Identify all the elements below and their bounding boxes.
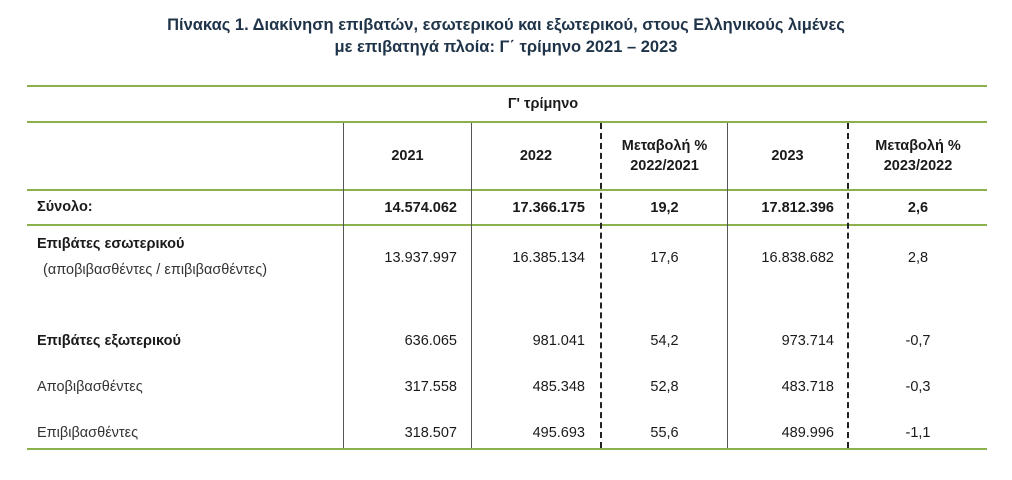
international-change2: -0,7: [905, 333, 931, 349]
disembarked-change2: -0,3: [905, 379, 931, 395]
col-sep-2: [471, 123, 472, 448]
row-label-embarked: Επιβιβασθέντες: [37, 425, 139, 441]
embarked-2021: 318.507: [404, 425, 457, 441]
row-label-total: Σύνολο:: [37, 199, 93, 215]
international-2023: 973.714: [781, 333, 834, 349]
row-label-domestic: Επιβάτες εσωτερικού: [37, 236, 185, 252]
table-bottom-rule: [27, 448, 987, 450]
row-label-disembarked: Αποβιβασθέντες: [37, 379, 143, 395]
embarked-2022: 495.693: [532, 425, 585, 441]
total-row-rule: [27, 224, 987, 226]
col-header-change1-line2: 2022/2021: [630, 158, 699, 174]
group-header-rule: [27, 121, 987, 123]
embarked-change2: -1,1: [905, 425, 931, 441]
embarked-2023: 489.996: [781, 425, 834, 441]
domestic-change2: 2,8: [907, 250, 929, 266]
embarked-change1: 55,6: [650, 425, 679, 441]
col-sep-1: [343, 123, 344, 448]
row-sublabel-domestic: (αποβιβασθέντες / επιβιβασθέντες): [43, 262, 268, 278]
col-sep-5: [847, 123, 849, 448]
total-2022: 17.366.175: [512, 200, 585, 216]
col-header-change1-line1: Μεταβολή %: [621, 138, 708, 154]
total-2023: 17.812.396: [761, 200, 834, 216]
disembarked-2022: 485.348: [532, 379, 585, 395]
domestic-change1: 17,6: [650, 250, 679, 266]
col-header-2023: 2023: [771, 148, 804, 164]
total-2021: 14.574.062: [384, 200, 457, 216]
disembarked-2021: 317.558: [404, 379, 457, 395]
disembarked-2023: 483.718: [781, 379, 834, 395]
domestic-2022: 16.385.134: [512, 250, 585, 266]
col-header-change-2022-2021: Μεταβολή % 2022/2021: [602, 124, 727, 188]
row-label-international: Επιβάτες εξωτερικού: [37, 333, 181, 349]
table-title: Πίνακας 1. Διακίνηση επιβατών, εσωτερικο…: [0, 14, 1012, 58]
group-header: Γ' τρίμηνο: [507, 96, 579, 112]
column-header-rule: [27, 189, 987, 191]
col-header-2022: 2022: [519, 148, 553, 164]
table-top-rule: [27, 85, 987, 87]
international-change1: 54,2: [650, 333, 679, 349]
total-change2: 2,6: [907, 200, 929, 216]
disembarked-change1: 52,8: [650, 379, 679, 395]
col-header-change-2023-2022: Μεταβολή % 2023/2022: [849, 124, 987, 188]
domestic-2021: 13.937.997: [384, 250, 457, 266]
domestic-2023: 16.838.682: [761, 250, 834, 266]
col-header-change2-line2: 2023/2022: [883, 158, 953, 174]
col-sep-4: [727, 123, 728, 448]
table-title-line1: Πίνακας 1. Διακίνηση επιβατών, εσωτερικο…: [167, 16, 845, 34]
international-2022: 981.041: [532, 333, 585, 349]
international-2021: 636.065: [404, 333, 457, 349]
total-change1: 19,2: [650, 200, 679, 216]
table-title-line2: με επιβατηγά πλοία: Γ΄ τρίμηνο 2021 – 20…: [334, 38, 678, 56]
col-header-change2-line1: Μεταβολή %: [875, 138, 961, 154]
col-sep-3: [600, 123, 602, 448]
col-header-2021: 2021: [391, 148, 424, 164]
